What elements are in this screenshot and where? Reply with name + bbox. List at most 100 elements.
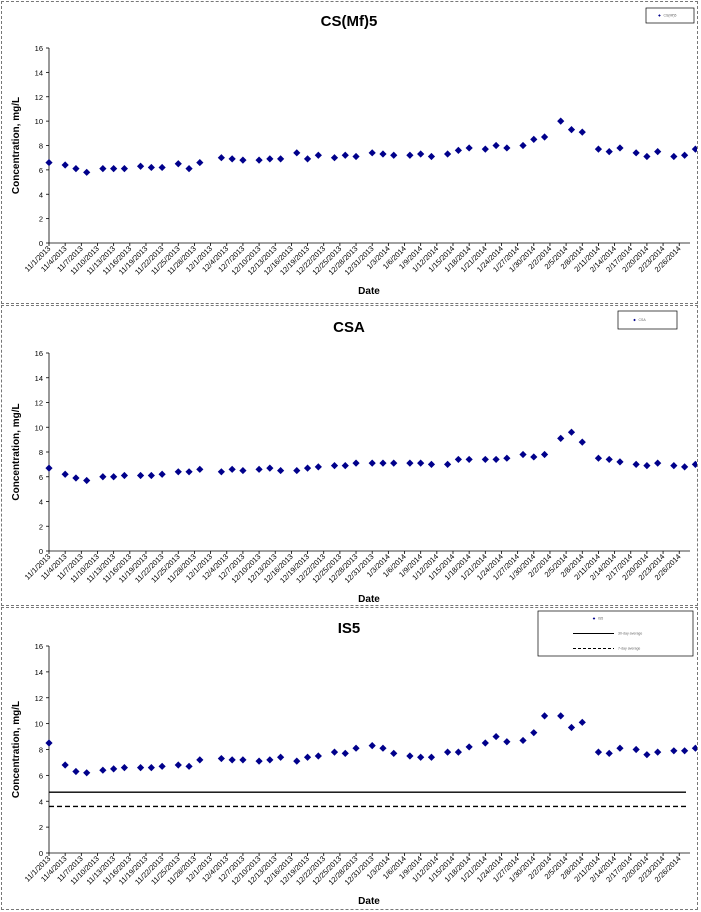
data-point: [578, 438, 586, 446]
data-point: [217, 754, 225, 763]
data-point: [691, 744, 697, 752]
data-point: [120, 764, 129, 772]
data-point: [217, 468, 225, 476]
data-point: [341, 749, 349, 757]
data-point: [174, 761, 182, 769]
data-point: [45, 158, 53, 167]
data-point: [158, 163, 166, 172]
y-tick-label: 0: [39, 239, 43, 248]
data-point: [228, 756, 236, 764]
data-point: [481, 739, 489, 747]
y-tick-label: 8: [39, 142, 43, 151]
data-point: [352, 744, 360, 752]
data-point: [427, 460, 436, 468]
y-tick-label: 2: [39, 823, 43, 832]
data-point: [61, 161, 69, 169]
data-point: [314, 151, 322, 159]
data-point: [654, 147, 662, 156]
data-point: [341, 462, 349, 470]
y-tick-label: 16: [35, 349, 43, 358]
data-point: [530, 135, 538, 144]
legend-label: IS5: [598, 617, 603, 621]
data-point: [379, 150, 387, 158]
data-point: [632, 149, 640, 157]
data-point: [670, 152, 678, 161]
legend-label: CS(Mf)5: [663, 14, 676, 18]
data-point: [379, 459, 387, 467]
data-point: [330, 748, 339, 756]
data-point: [465, 743, 473, 751]
data-point: [136, 764, 145, 772]
data-point: [390, 749, 398, 757]
data-point: [427, 152, 436, 161]
data-point: [293, 149, 301, 157]
x-axis-label: Date: [358, 286, 380, 297]
data-point: [616, 144, 624, 152]
legend-marker: [658, 14, 661, 17]
data-point: [670, 462, 678, 470]
data-point: [314, 463, 322, 471]
y-tick-label: 4: [39, 797, 43, 806]
data-point: [454, 455, 462, 464]
data-point: [681, 463, 689, 471]
y-tick-label: 4: [39, 498, 43, 507]
data-point: [228, 155, 236, 163]
data-point: [481, 145, 489, 153]
data-point: [492, 732, 500, 741]
data-point: [196, 465, 204, 473]
data-point: [465, 455, 473, 464]
data-point: [444, 748, 452, 756]
data-point: [196, 756, 204, 764]
data-point: [691, 145, 697, 153]
data-point: [72, 474, 80, 482]
y-tick-label: 0: [39, 547, 43, 556]
legend-box: [537, 610, 694, 657]
data-point: [196, 158, 204, 167]
data-point: [557, 117, 565, 125]
y-tick-label: 12: [35, 399, 43, 408]
data-point: [228, 465, 236, 473]
data-point: [341, 151, 349, 159]
data-point: [277, 753, 285, 761]
data-point: [185, 165, 193, 173]
data-point: [72, 165, 80, 173]
data-point: [255, 156, 263, 164]
data-point: [217, 154, 225, 162]
data-point: [681, 747, 689, 755]
chart-title: CSA: [333, 319, 365, 336]
data-point: [110, 473, 118, 481]
data-point: [277, 155, 285, 163]
data-point: [368, 149, 376, 157]
y-tick-label: 8: [39, 746, 43, 755]
chart-title: CS(Mf)5: [321, 13, 378, 30]
data-point: [540, 133, 549, 141]
data-point: [266, 464, 274, 472]
data-point: [530, 453, 538, 461]
data-point: [330, 462, 339, 470]
data-point: [681, 151, 689, 159]
y-tick-label: 12: [35, 93, 43, 102]
data-point: [481, 455, 489, 464]
data-point: [454, 748, 462, 756]
data-point: [110, 765, 118, 773]
data-point: [72, 767, 80, 776]
x-axis-label: Date: [358, 896, 380, 907]
data-point: [578, 128, 586, 136]
data-point: [670, 747, 678, 755]
data-point: [185, 762, 193, 770]
data-point: [174, 468, 182, 476]
y-axis-label: Concentration, mg/L: [11, 701, 22, 798]
data-point: [239, 466, 247, 475]
data-point: [567, 723, 576, 732]
data-point: [239, 156, 247, 164]
data-point: [406, 151, 414, 159]
y-tick-label: 6: [39, 771, 43, 780]
data-point: [61, 470, 69, 478]
legend-box: [617, 310, 678, 330]
data-point: [594, 748, 603, 756]
data-point: [605, 147, 613, 156]
data-point: [632, 745, 640, 754]
legend-label: 7-day average: [618, 647, 640, 651]
